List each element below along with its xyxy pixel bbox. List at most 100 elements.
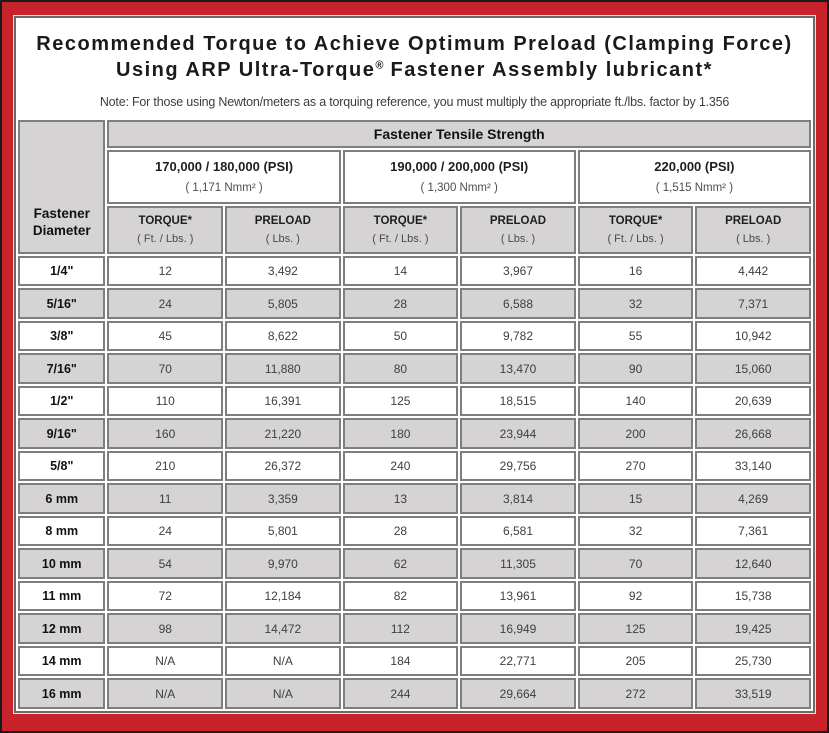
- table-row: 6 mm 11 3,359 13 3,814 15 4,269: [18, 483, 811, 514]
- torque-column-header-3: TORQUE* ( Ft. / Lbs. ): [577, 205, 694, 254]
- preload-value-cell: 4,269: [695, 483, 811, 514]
- torque-column-header-1: TORQUE* ( Ft. / Lbs. ): [107, 205, 224, 254]
- preload-value-cell: 10,942: [695, 320, 811, 352]
- torque-value-cell: 210: [107, 450, 224, 482]
- fastener-diameter-cell: 12 mm: [18, 613, 106, 644]
- preload-value-cell: 13,961: [460, 580, 576, 612]
- torque-value-cell: 112: [342, 613, 459, 644]
- fastener-diameter-cell: 7/16": [18, 353, 106, 384]
- preload-column-header-2: PRELOAD ( Lbs. ): [460, 205, 576, 254]
- preload-value-cell: 21,220: [225, 418, 341, 449]
- preload-value-cell: 3,492: [225, 255, 341, 287]
- preload-value-cell: 29,664: [460, 678, 576, 709]
- preload-value-cell: 3,359: [225, 483, 341, 514]
- preload-value-cell: 23,944: [460, 418, 576, 449]
- torque-value-cell: 11: [107, 483, 224, 514]
- torque-value-cell: N/A: [107, 645, 224, 677]
- torque-value-cell: 184: [342, 645, 459, 677]
- preload-value-cell: 9,970: [225, 548, 341, 579]
- torque-value-cell: 160: [107, 418, 224, 449]
- torque-value-cell: 24: [107, 288, 224, 319]
- table-row: 7/16" 70 11,880 80 13,470 90 15,060: [18, 353, 811, 384]
- preload-value-cell: 20,639: [695, 385, 811, 417]
- preload-value-cell: 14,472: [225, 613, 341, 644]
- torque-label: TORQUE*: [373, 214, 428, 227]
- preload-value-cell: 18,515: [460, 385, 576, 417]
- torque-value-cell: 14: [342, 255, 459, 287]
- table-row: 11 mm 72 12,184 82 13,961 92 15,738: [18, 580, 811, 612]
- torque-value-cell: 24: [107, 515, 224, 547]
- torque-value-cell: 110: [107, 385, 224, 417]
- table-row: 16 mm N/A N/A 244 29,664 272 33,519: [18, 678, 811, 709]
- torque-value-cell: 12: [107, 255, 224, 287]
- preload-value-cell: 9,782: [460, 320, 576, 352]
- torque-table: Fastener Diameter Fastener Tensile Stren…: [16, 117, 813, 711]
- fastener-diameter-cell: 6 mm: [18, 483, 106, 514]
- preload-value-cell: 3,967: [460, 255, 576, 287]
- table-row: 12 mm 98 14,472 112 16,949 125 19,425: [18, 613, 811, 644]
- torque-value-cell: 125: [577, 613, 694, 644]
- nmm-label: ( 1,515 Nmm² ): [655, 182, 734, 195]
- preload-unit: ( Lbs. ): [736, 232, 771, 245]
- document-sheet: Recommended Torque to Achieve Optimum Pr…: [14, 16, 815, 713]
- preload-value-cell: 5,805: [225, 288, 341, 319]
- preload-value-cell: 33,140: [695, 450, 811, 482]
- torque-value-cell: 54: [107, 548, 224, 579]
- preload-value-cell: 33,519: [695, 678, 811, 709]
- fastener-diameter-cell: 10 mm: [18, 548, 106, 579]
- fastener-diameter-cell: 14 mm: [18, 645, 106, 677]
- preload-label: PRELOAD: [254, 214, 311, 227]
- preload-value-cell: 15,738: [695, 580, 811, 612]
- preload-value-cell: N/A: [225, 678, 341, 709]
- table-row: 1/4" 12 3,492 14 3,967 16 4,442: [18, 255, 811, 287]
- table-row: 1/2" 110 16,391 125 18,515 140 20,639: [18, 385, 811, 417]
- preload-value-cell: 11,880: [225, 353, 341, 384]
- fastener-diameter-cell: 5/8": [18, 450, 106, 482]
- fastener-diameter-cell: 5/16": [18, 288, 106, 319]
- nmm-label: ( 1,171 Nmm² ): [185, 182, 263, 195]
- torque-value-cell: 28: [342, 515, 459, 547]
- fastener-diameter-cell: 16 mm: [18, 678, 106, 709]
- torque-value-cell: 240: [342, 450, 459, 482]
- preload-value-cell: 22,771: [460, 645, 576, 677]
- torque-value-cell: 15: [577, 483, 694, 514]
- torque-value-cell: 62: [342, 548, 459, 579]
- torque-value-cell: 270: [577, 450, 694, 482]
- table-row: 14 mm N/A N/A 184 22,771 205 25,730: [18, 645, 811, 677]
- torque-value-cell: 32: [577, 515, 694, 547]
- psi-group-170-180: 170,000 / 180,000 (PSI) ( 1,171 Nmm² ): [107, 149, 341, 204]
- preload-value-cell: 19,425: [695, 613, 811, 644]
- psi-label: 220,000 (PSI): [654, 159, 735, 175]
- torque-value-cell: 90: [577, 353, 694, 384]
- torque-value-cell: 180: [342, 418, 459, 449]
- preload-value-cell: 8,622: [225, 320, 341, 352]
- torque-value-cell: 80: [342, 353, 459, 384]
- torque-value-cell: 70: [107, 353, 224, 384]
- preload-value-cell: 26,668: [695, 418, 811, 449]
- preload-value-cell: 4,442: [695, 255, 811, 287]
- preload-value-cell: 11,305: [460, 548, 576, 579]
- preload-value-cell: 26,372: [225, 450, 341, 482]
- preload-value-cell: 7,371: [695, 288, 811, 319]
- preload-column-header-3: PRELOAD ( Lbs. ): [695, 205, 811, 254]
- torque-value-cell: 13: [342, 483, 459, 514]
- torque-value-cell: 32: [577, 288, 694, 319]
- page-title-line2: Using ARP Ultra-Torque® Fastener Assembl…: [28, 57, 801, 83]
- torque-value-cell: 72: [107, 580, 224, 612]
- preload-value-cell: 29,756: [460, 450, 576, 482]
- torque-value-cell: N/A: [107, 678, 224, 709]
- torque-value-cell: 140: [577, 385, 694, 417]
- torque-value-cell: 272: [577, 678, 694, 709]
- torque-value-cell: 200: [577, 418, 694, 449]
- title-line2-post: Fastener Assembly lubricant*: [383, 59, 713, 82]
- torque-preload-header-row: TORQUE* ( Ft. / Lbs. ) PRELOAD ( Lbs. ) …: [18, 205, 811, 254]
- preload-value-cell: 12,184: [225, 580, 341, 612]
- preload-value-cell: 7,361: [695, 515, 811, 547]
- fastener-diameter-cell: 3/8": [18, 320, 106, 352]
- table-row: 9/16" 160 21,220 180 23,944 200 26,668: [18, 418, 811, 449]
- preload-label: PRELOAD: [725, 214, 782, 227]
- torque-unit: ( Ft. / Lbs. ): [607, 232, 664, 245]
- torque-unit: ( Ft. / Lbs. ): [372, 232, 429, 245]
- preload-value-cell: 3,814: [460, 483, 576, 514]
